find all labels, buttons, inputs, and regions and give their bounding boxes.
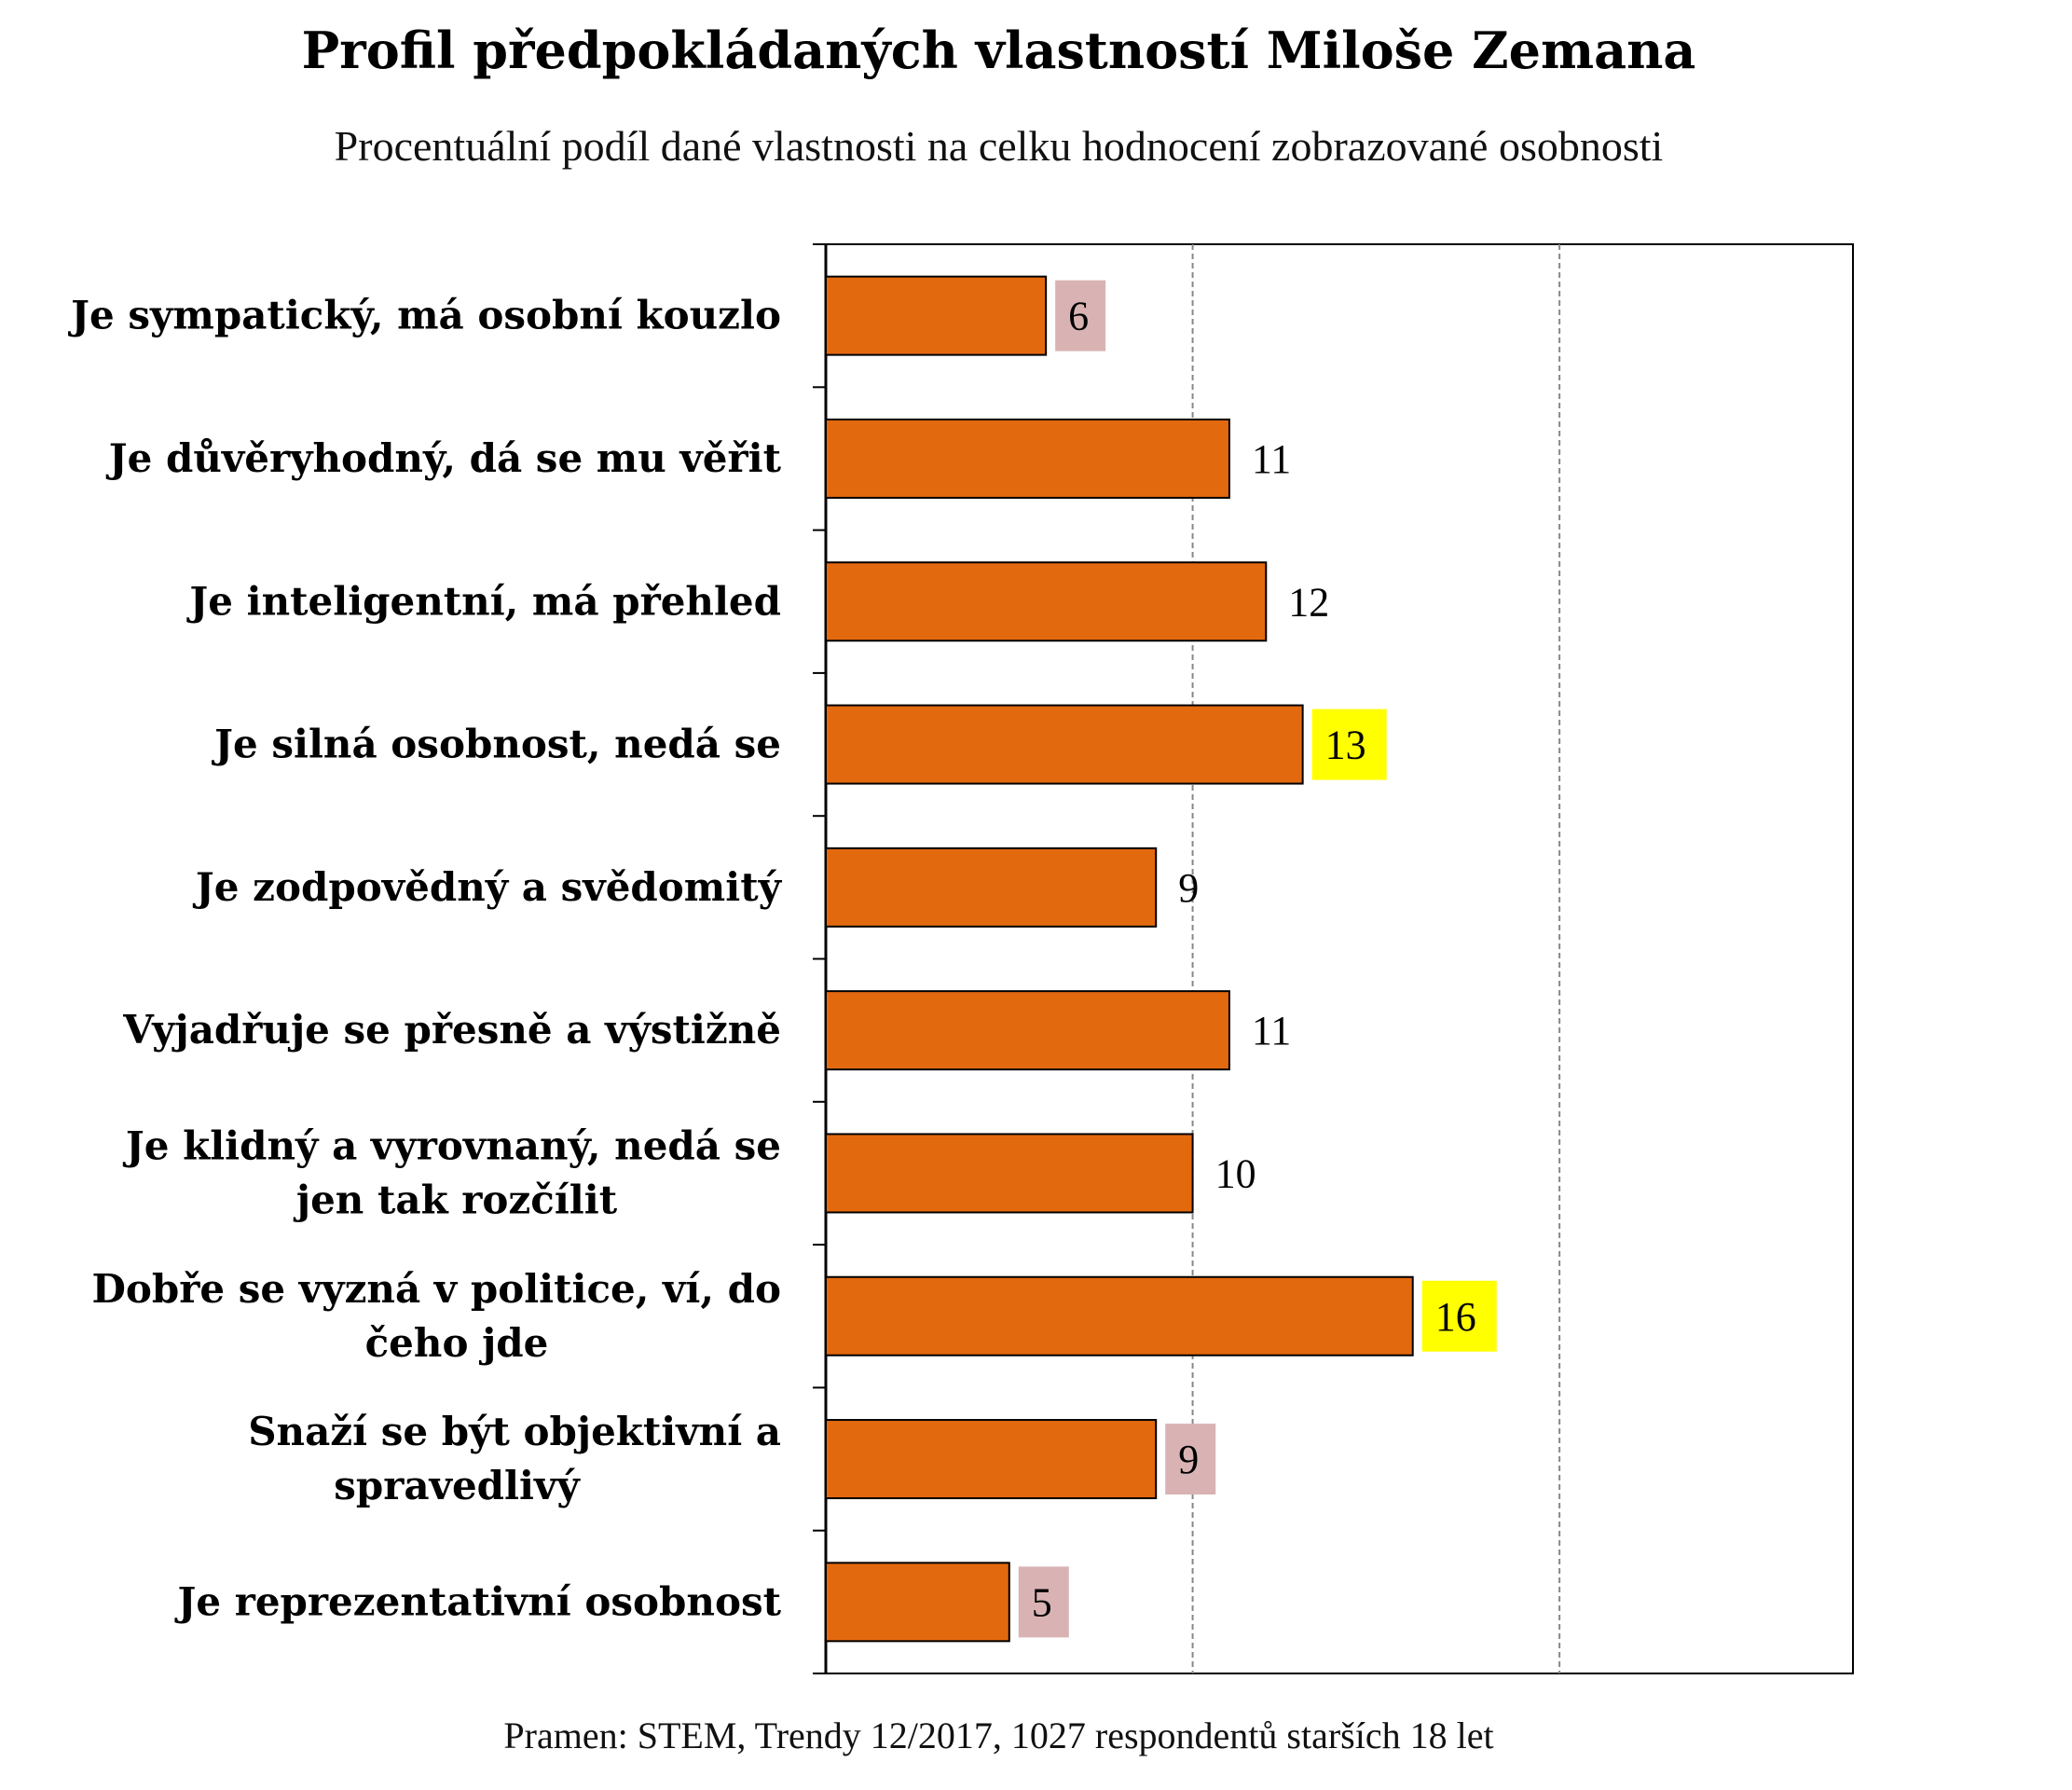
category-label-5: Je zodpovědný a svědomitý (192, 864, 783, 910)
category-label-4: Je silná osobnost, nedá se (211, 722, 781, 767)
value-label-5: 9 (1178, 865, 1199, 911)
bar-8 (825, 1275, 1414, 1356)
category-label-9: Snaží se být objektivní a (248, 1409, 781, 1454)
value-label-6: 11 (1252, 1008, 1291, 1053)
value-highlight-8 (1421, 1280, 1497, 1352)
source-note: Pramen: STEM, Trendy 12/2017, 1027 respo… (503, 1714, 1494, 1756)
bar-9 (825, 1419, 1158, 1500)
chart-subtitle: Procentuální podíl dané vlastnosti na ce… (334, 122, 1664, 170)
bar-1 (825, 275, 1048, 356)
bar-3 (825, 561, 1268, 642)
bar-5 (825, 847, 1158, 928)
value-highlight-1 (1055, 280, 1106, 351)
chart-title: Profil předpokládaných vlastností Miloše… (301, 21, 1696, 80)
category-label-2: Je důvěryhodný, dá se mu věřit (105, 435, 782, 481)
value-label-7: 10 (1215, 1150, 1256, 1196)
value-highlight-4 (1311, 709, 1387, 780)
value-label-3: 12 (1288, 579, 1329, 625)
value-label-8: 16 (1435, 1294, 1476, 1340)
value-highlight-9 (1165, 1424, 1216, 1495)
bar-4 (825, 704, 1304, 785)
bar-2 (825, 418, 1230, 499)
category-label-7: Je klidný a vyrovnaný, nedá se (122, 1122, 781, 1168)
category-label-9: spravedlivý (334, 1463, 581, 1508)
category-label-8: Dobře se vyzná v politice, ví, do (92, 1266, 782, 1312)
bar-10 (825, 1562, 1010, 1643)
category-label-6: Vyjadřuje se přesně a výstižně (122, 1007, 781, 1053)
category-label-3: Je inteligentní, má přehled (185, 578, 781, 624)
bar-6 (825, 990, 1230, 1071)
category-label-8: čeho jde (365, 1320, 549, 1366)
category-label-7: jen tak rozčílit (293, 1177, 618, 1222)
value-label-4: 13 (1325, 723, 1366, 768)
value-label-10: 5 (1032, 1579, 1052, 1625)
value-label-2: 11 (1252, 436, 1291, 482)
bar-7 (825, 1133, 1194, 1214)
category-label-10: Je reprezentativní osobnost (173, 1578, 781, 1624)
category-label-1: Je sympatický, má osobní kouzlo (67, 293, 781, 338)
value-highlight-10 (1018, 1566, 1069, 1638)
value-label-1: 6 (1068, 294, 1089, 339)
value-label-9: 9 (1178, 1437, 1199, 1482)
